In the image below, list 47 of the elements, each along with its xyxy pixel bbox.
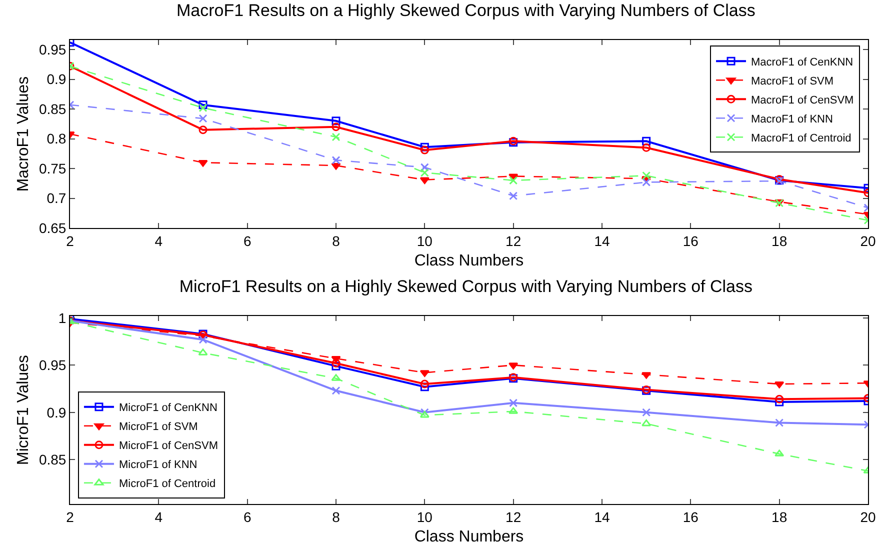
x-tick-label: 10 (416, 232, 433, 249)
y-tick-label: 0.85 (38, 100, 66, 117)
x-tick-label: 6 (243, 232, 252, 249)
x-tick-label: 16 (682, 508, 699, 525)
legend-label: MacroF1 of KNN (751, 113, 833, 126)
y-axis-title: MacroF1 Values (14, 76, 32, 192)
x-tick-label: 14 (594, 232, 610, 249)
x-tick-label: 4 (154, 508, 163, 525)
x-tick-label: 2 (66, 508, 74, 525)
y-tick-label: 0.9 (46, 71, 66, 88)
x-tick-label: 14 (594, 508, 610, 525)
x-tick-label: 10 (416, 508, 433, 525)
legend-label: MicroF1 of SVM (118, 421, 198, 434)
x-tick-label: 12 (506, 508, 522, 525)
y-tick-label: 0.7 (46, 190, 66, 206)
chart-title: MacroF1 Results on a Highly Skewed Corpus with Varying Numbers of Class (176, 1, 756, 20)
legend-label: MacroF1 of CenKNN (751, 56, 854, 68)
y-tick-label: 0.95 (38, 357, 66, 374)
x-axis-title: Class Numbers (414, 252, 524, 270)
x-axis-title: Class Numbers (414, 528, 524, 546)
x-tick-label: 2 (66, 232, 74, 249)
y-tick-label: 0.85 (38, 452, 66, 468)
y-tick-label: 0.95 (38, 41, 66, 58)
legend-label: MicroF1 of CenSVM (118, 440, 218, 452)
legend-label: MicroF1 of KNN (118, 459, 198, 472)
legend-label: MacroF1 of CenSVM (751, 94, 854, 106)
y-tick-label: 0.65 (38, 220, 66, 236)
y-tick-label: 0.8 (46, 130, 66, 147)
y-tick-label: 1 (58, 310, 66, 326)
x-tick-label: 8 (332, 232, 340, 249)
x-tick-label: 18 (772, 508, 788, 525)
y-axis-title: MicroF1 Values (14, 355, 32, 465)
x-tick-label: 8 (332, 508, 340, 525)
x-tick-label: 6 (243, 508, 252, 525)
x-tick-label: 4 (154, 232, 163, 249)
legend-label: MacroF1 of SVM (751, 75, 834, 88)
x-tick-label: 16 (682, 232, 699, 249)
x-tick-label: 12 (506, 232, 522, 249)
y-tick-label: 0.75 (38, 160, 66, 176)
legend-label: MicroF1 of Centroid (118, 478, 216, 490)
x-tick-label: 18 (772, 232, 788, 249)
legend-label: MacroF1 of Centroid (751, 132, 852, 144)
chart-title: MicroF1 Results on a Highly Skewed Corpus with Varying Numbers of Class (179, 277, 753, 296)
legend-label: MicroF1 of CenKNN (118, 402, 218, 414)
x-tick-label: 20 (860, 232, 876, 249)
y-tick-label: 0.9 (46, 404, 66, 420)
x-tick-label: 20 (860, 508, 876, 525)
